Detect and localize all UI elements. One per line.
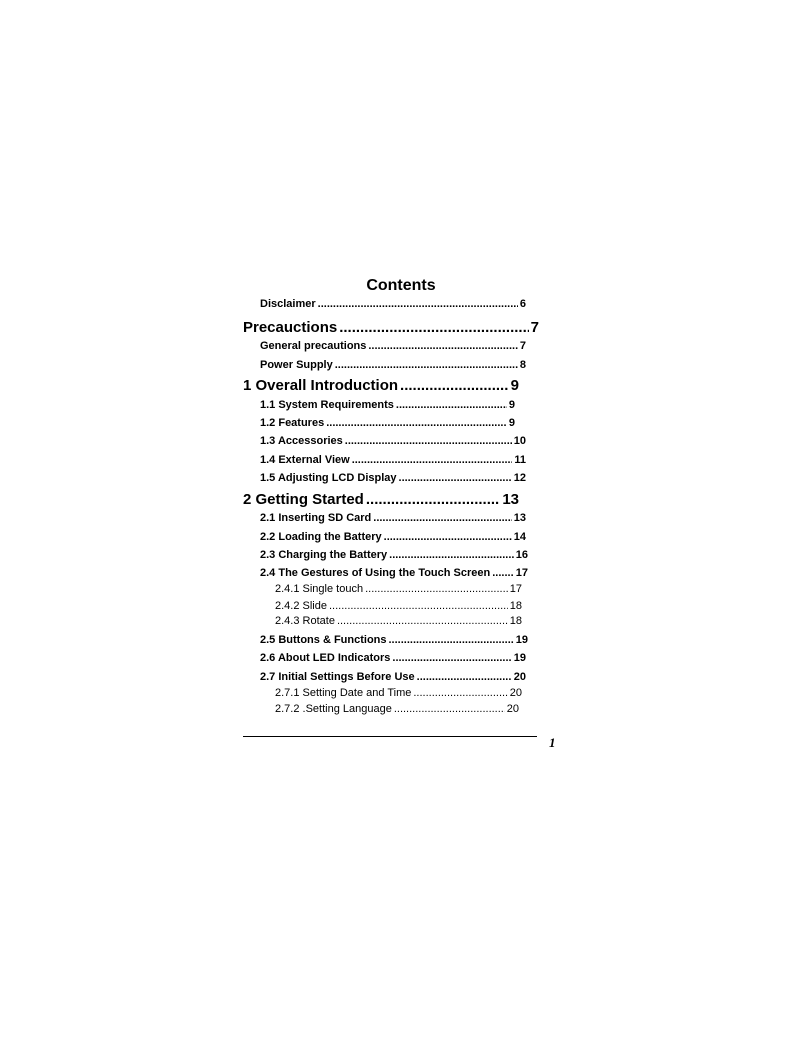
toc-label: 2.4.1 Single touch	[275, 583, 364, 595]
toc-label: 2.4.2 Slide	[275, 600, 327, 612]
dot-leader	[417, 672, 512, 683]
toc-label: 1.2 Features	[260, 417, 325, 429]
toc-page: 20	[506, 703, 519, 715]
toc-page: 17	[515, 567, 528, 579]
toc-entry[interactable]: 2.3 Charging the Battery 16	[260, 549, 528, 562]
toc-label: Precauctions	[243, 319, 338, 336]
contents-title: Contents	[366, 277, 436, 294]
toc-entry[interactable]: 1.4 External View 11	[260, 454, 526, 467]
toc-entry[interactable]: 2.4 The Gestures of Using the Touch Scre…	[260, 567, 528, 580]
dot-leader	[399, 473, 512, 484]
toc-page: 18	[509, 600, 522, 612]
dot-leader	[394, 704, 505, 715]
dot-leader	[389, 635, 514, 646]
dot-leader	[413, 688, 507, 699]
toc-page: 14	[513, 531, 526, 543]
toc-page: 9	[510, 377, 519, 394]
toc-entry[interactable]: 1 Overall Introduction 9	[243, 378, 519, 393]
toc-entry[interactable]: 2.1 Inserting SD Card 13	[260, 512, 526, 525]
toc-page: 7	[530, 319, 539, 336]
footer-rule	[243, 736, 537, 737]
toc-page: 16	[515, 549, 528, 561]
toc-page: 12	[513, 472, 526, 484]
toc-label: General precautions	[260, 340, 367, 352]
toc-label: Disclaimer	[260, 298, 316, 310]
toc-label: 2.3 Charging the Battery	[260, 549, 388, 561]
toc-entry[interactable]: Disclaimer 6	[260, 298, 526, 311]
toc-page: 13	[513, 512, 526, 524]
toc-entry[interactable]: 2.6 About LED Indicators 19	[260, 652, 526, 665]
toc-page: 13	[502, 491, 519, 508]
toc-label: 2.5 Buttons & Functions	[260, 634, 387, 646]
toc-entry[interactable]: 2.7.1 Setting Date and Time 20	[275, 687, 522, 700]
toc-page: 10	[513, 435, 526, 447]
toc-label: Power Supply	[260, 359, 333, 371]
dot-leader	[389, 550, 514, 561]
toc-page: 19	[515, 634, 528, 646]
dot-leader	[352, 455, 513, 466]
toc-page: 19	[513, 652, 526, 664]
toc-page: 11	[514, 454, 526, 466]
toc-label: 2.4 The Gestures of Using the Touch Scre…	[260, 567, 491, 579]
toc-entry[interactable]: 2.4.3 Rotate 18	[275, 615, 522, 628]
toc-label: 1.4 External View	[260, 454, 350, 466]
dot-leader	[373, 513, 511, 524]
dot-leader	[335, 360, 518, 371]
toc-entry[interactable]: 2.2 Loading the Battery 14	[260, 531, 526, 544]
dot-leader	[345, 436, 512, 447]
dot-leader	[384, 532, 512, 543]
toc-entry[interactable]: 2.5 Buttons & Functions 19	[260, 634, 528, 647]
toc-page: 20	[513, 671, 526, 683]
dot-leader	[329, 601, 508, 612]
toc-entry[interactable]: 1.5 Adjusting LCD Display 12	[260, 472, 526, 485]
toc-entry[interactable]: 2 Getting Started 13	[243, 492, 519, 507]
dot-leader	[396, 400, 507, 411]
toc-entry[interactable]: Power Supply 8	[260, 359, 526, 372]
toc-page: 8	[519, 359, 526, 371]
dot-leader	[492, 568, 514, 579]
toc-page: 20	[509, 687, 522, 699]
toc-entry[interactable]: 1.1 System Requirements 9	[260, 399, 515, 412]
toc-label: 2 Getting Started	[243, 491, 364, 508]
toc-page: 7	[519, 340, 526, 352]
dot-leader	[392, 653, 511, 664]
toc-page: 9	[508, 399, 515, 411]
toc-entry[interactable]: 2.7 Initial Settings Before Use 20	[260, 671, 526, 684]
toc-entry[interactable]: General precautions 7	[260, 340, 526, 353]
toc-page: 17	[509, 583, 522, 595]
toc-label: 1 Overall Introduction	[243, 377, 399, 394]
toc-entry[interactable]: 2.4.2 Slide 18	[275, 600, 522, 613]
dot-leader	[326, 418, 507, 429]
toc-entry[interactable]: 1.2 Features 9	[260, 417, 515, 430]
dot-leader	[366, 492, 500, 507]
toc-label: 2.1 Inserting SD Card	[260, 512, 372, 524]
toc-label: 2.7.2 .Setting Language	[275, 703, 392, 715]
toc-page: 18	[509, 615, 522, 627]
toc-label: 1.5 Adjusting LCD Display	[260, 472, 397, 484]
page-number: 1	[549, 735, 556, 750]
toc-label: 2.7.1 Setting Date and Time	[275, 687, 412, 699]
dot-leader	[365, 584, 508, 595]
toc-page: 6	[519, 298, 526, 310]
toc-label: 2.7 Initial Settings Before Use	[260, 671, 415, 683]
toc-entry[interactable]: 2.7.2 .Setting Language 20	[275, 703, 519, 716]
toc-label: 2.4.3 Rotate	[275, 615, 335, 627]
toc-label: 1.1 System Requirements	[260, 399, 394, 411]
dot-leader	[339, 320, 528, 335]
dot-leader	[368, 341, 518, 352]
toc-label: 2.2 Loading the Battery	[260, 531, 382, 543]
dot-leader	[318, 299, 518, 310]
dot-leader	[400, 378, 509, 393]
dot-leader	[337, 616, 508, 627]
toc-label: 2.6 About LED Indicators	[260, 652, 391, 664]
toc-label: 1.3 Accessories	[260, 435, 343, 447]
toc-entry[interactable]: Precauctions 7	[243, 320, 539, 335]
toc-page: 9	[508, 417, 515, 429]
toc-entry[interactable]: 1.3 Accessories 10	[260, 435, 526, 448]
toc-entry[interactable]: 2.4.1 Single touch 17	[275, 583, 522, 596]
